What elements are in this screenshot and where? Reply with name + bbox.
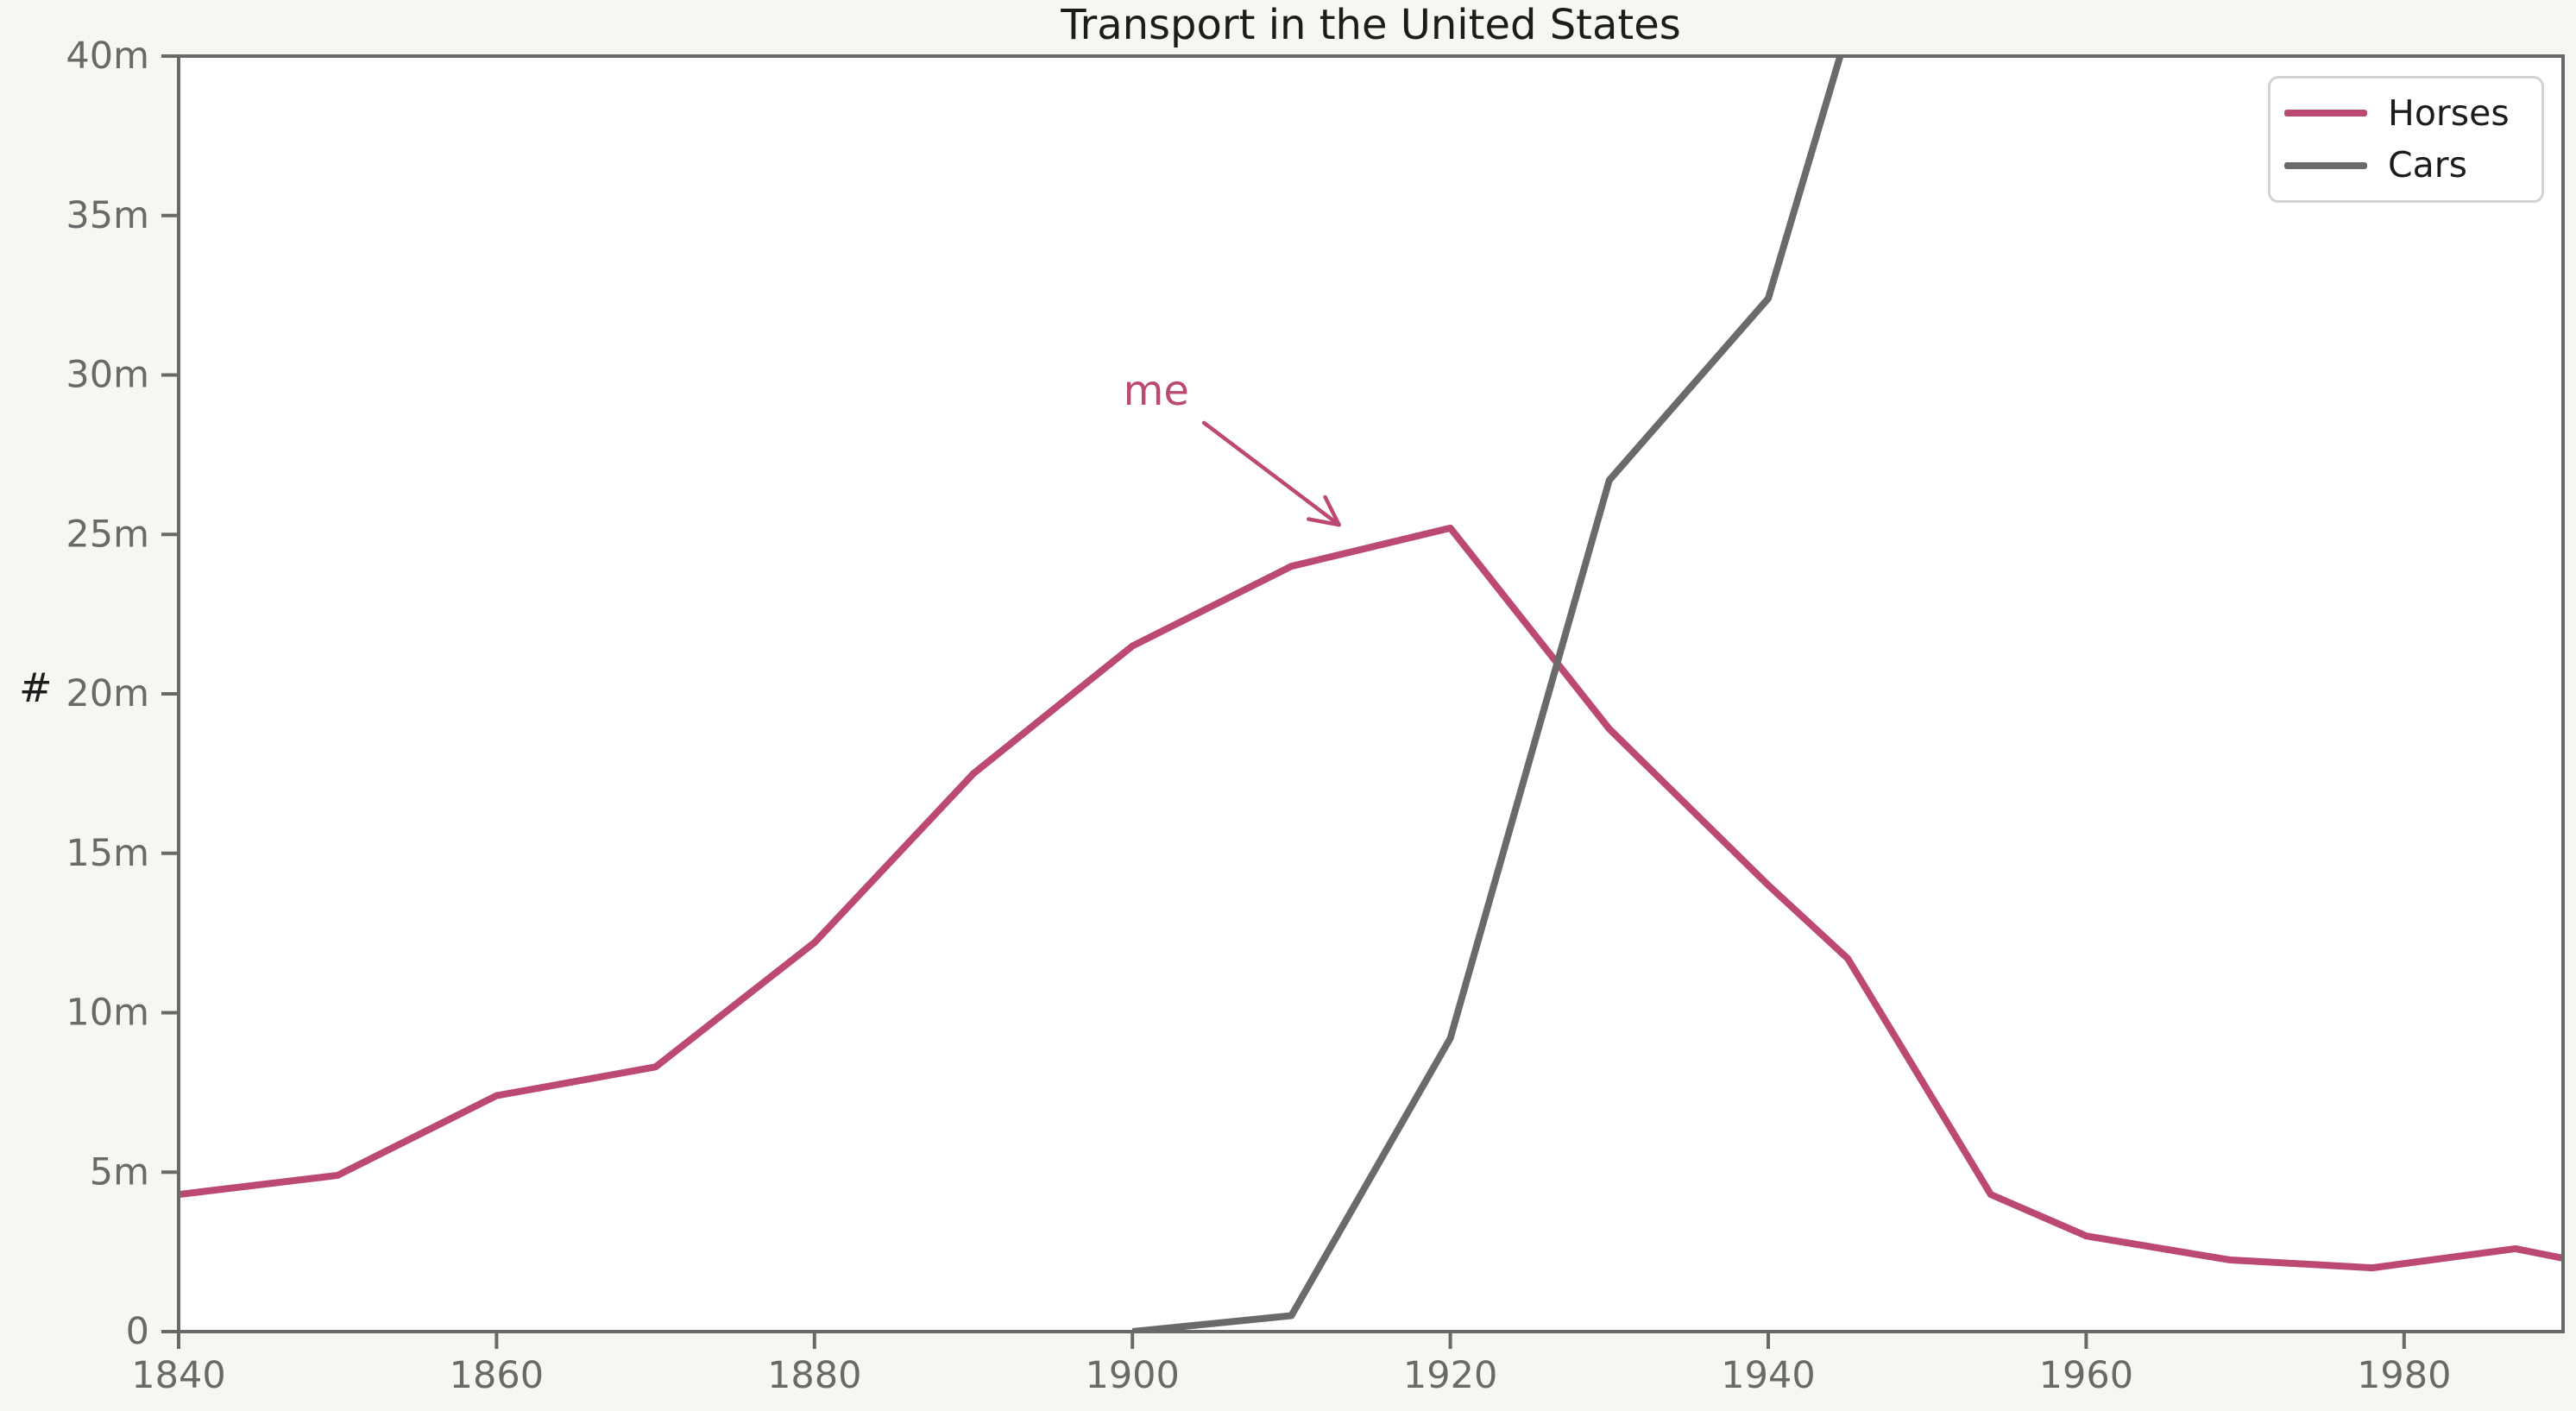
legend-entry-cars: Cars bbox=[2284, 148, 2541, 183]
y-tick-label: 0 bbox=[126, 1310, 149, 1353]
plot-border bbox=[177, 54, 2565, 1333]
x-tick-label: 1880 bbox=[767, 1354, 861, 1397]
y-tick-label: 10m bbox=[66, 992, 149, 1035]
horses-line-swatch bbox=[2284, 110, 2367, 117]
x-tick-label: 1940 bbox=[1721, 1354, 1815, 1397]
x-tick-label: 1900 bbox=[1085, 1354, 1179, 1397]
legend-label-horses: Horses bbox=[2388, 91, 2510, 134]
y-tick-label: 15m bbox=[66, 832, 149, 875]
legend: Horses Cars bbox=[2268, 76, 2544, 203]
cars-line-swatch bbox=[2284, 161, 2367, 169]
annotation-me-text: me bbox=[1124, 367, 1189, 415]
y-tick-label: 30m bbox=[66, 354, 149, 397]
y-tick-label: 20m bbox=[66, 672, 149, 715]
legend-label-cars: Cars bbox=[2388, 144, 2467, 186]
legend-entry-horses: Horses bbox=[2284, 91, 2541, 134]
x-tick-label: 1920 bbox=[1403, 1354, 1497, 1397]
y-tick-label: 25m bbox=[66, 513, 149, 556]
x-tick-label: 1860 bbox=[450, 1354, 544, 1397]
y-tick-label: 40m bbox=[66, 35, 149, 78]
x-tick-label: 1980 bbox=[2357, 1354, 2451, 1397]
plot-area bbox=[179, 56, 2563, 1332]
annotation-arrow bbox=[1201, 420, 1341, 527]
y-axis-label: # bbox=[19, 665, 53, 711]
y-tick-label: 35m bbox=[66, 194, 149, 237]
y-tick-label: 5m bbox=[90, 1150, 149, 1194]
x-tick-label: 1960 bbox=[2039, 1354, 2133, 1397]
x-tick-label: 1840 bbox=[131, 1354, 225, 1397]
chart-title: Transport in the United States bbox=[1061, 1, 1681, 49]
series-line-horses bbox=[179, 524, 2563, 1272]
series-line-cars bbox=[1131, 56, 1844, 1332]
annotation-arrowhead-icon bbox=[1307, 494, 1341, 527]
